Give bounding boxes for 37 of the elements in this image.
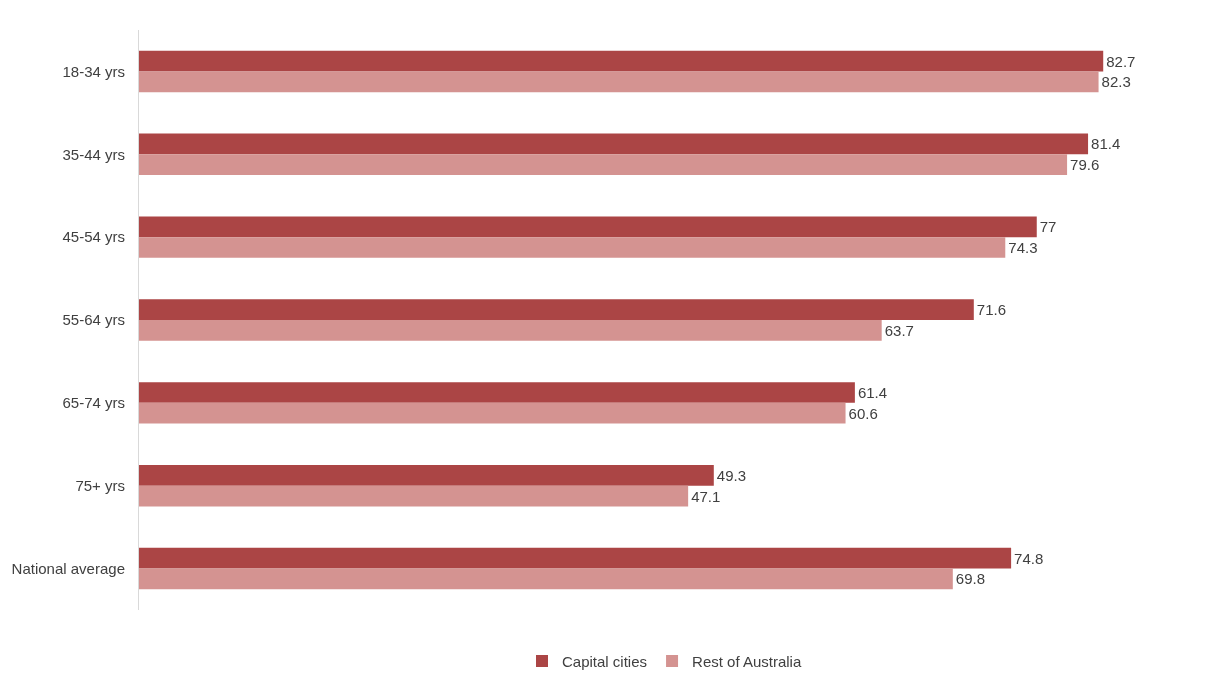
bar xyxy=(139,568,953,590)
data-label: 77 xyxy=(1039,218,1057,236)
y-tick-label: 55-64 yrs xyxy=(62,311,125,329)
data-label: 79.6 xyxy=(1070,156,1100,174)
data-label: 74.8 xyxy=(1014,549,1044,567)
bar xyxy=(139,237,1006,258)
bar xyxy=(139,465,714,486)
bar xyxy=(139,320,882,341)
bar xyxy=(139,382,855,403)
bar xyxy=(139,485,689,507)
y-tick-label: 35-44 yrs xyxy=(62,145,125,163)
bar xyxy=(139,402,846,424)
y-tick-label: 45-54 yrs xyxy=(62,228,125,246)
y-tick-label: 18-34 yrs xyxy=(62,62,125,80)
bar xyxy=(139,154,1068,175)
y-tick-label: National average xyxy=(11,559,125,577)
data-label: 74.3 xyxy=(1008,239,1038,256)
legend-label: Capital cities xyxy=(562,652,648,670)
legend-label: Rest of Australia xyxy=(692,652,802,670)
data-label: 81.4 xyxy=(1091,135,1121,153)
bar xyxy=(139,50,1104,72)
bar xyxy=(139,299,974,320)
data-label: 71.6 xyxy=(976,301,1006,319)
bar xyxy=(139,133,1089,155)
data-label: 69.8 xyxy=(955,570,986,588)
bar xyxy=(139,216,1037,238)
y-tick-label: 75+ yrs xyxy=(75,476,125,494)
data-label: 47.1 xyxy=(691,487,721,505)
data-label: 49.3 xyxy=(716,466,746,484)
data-label: 82.7 xyxy=(1106,52,1136,70)
data-label: 63.7 xyxy=(884,321,914,339)
data-label: 60.6 xyxy=(848,404,878,422)
data-label: 82.3 xyxy=(1101,73,1131,91)
bar xyxy=(139,547,1012,569)
data-label: 61.4 xyxy=(857,384,888,401)
y-tick-label: 65-74 yrs xyxy=(62,394,125,412)
bar xyxy=(139,71,1099,93)
